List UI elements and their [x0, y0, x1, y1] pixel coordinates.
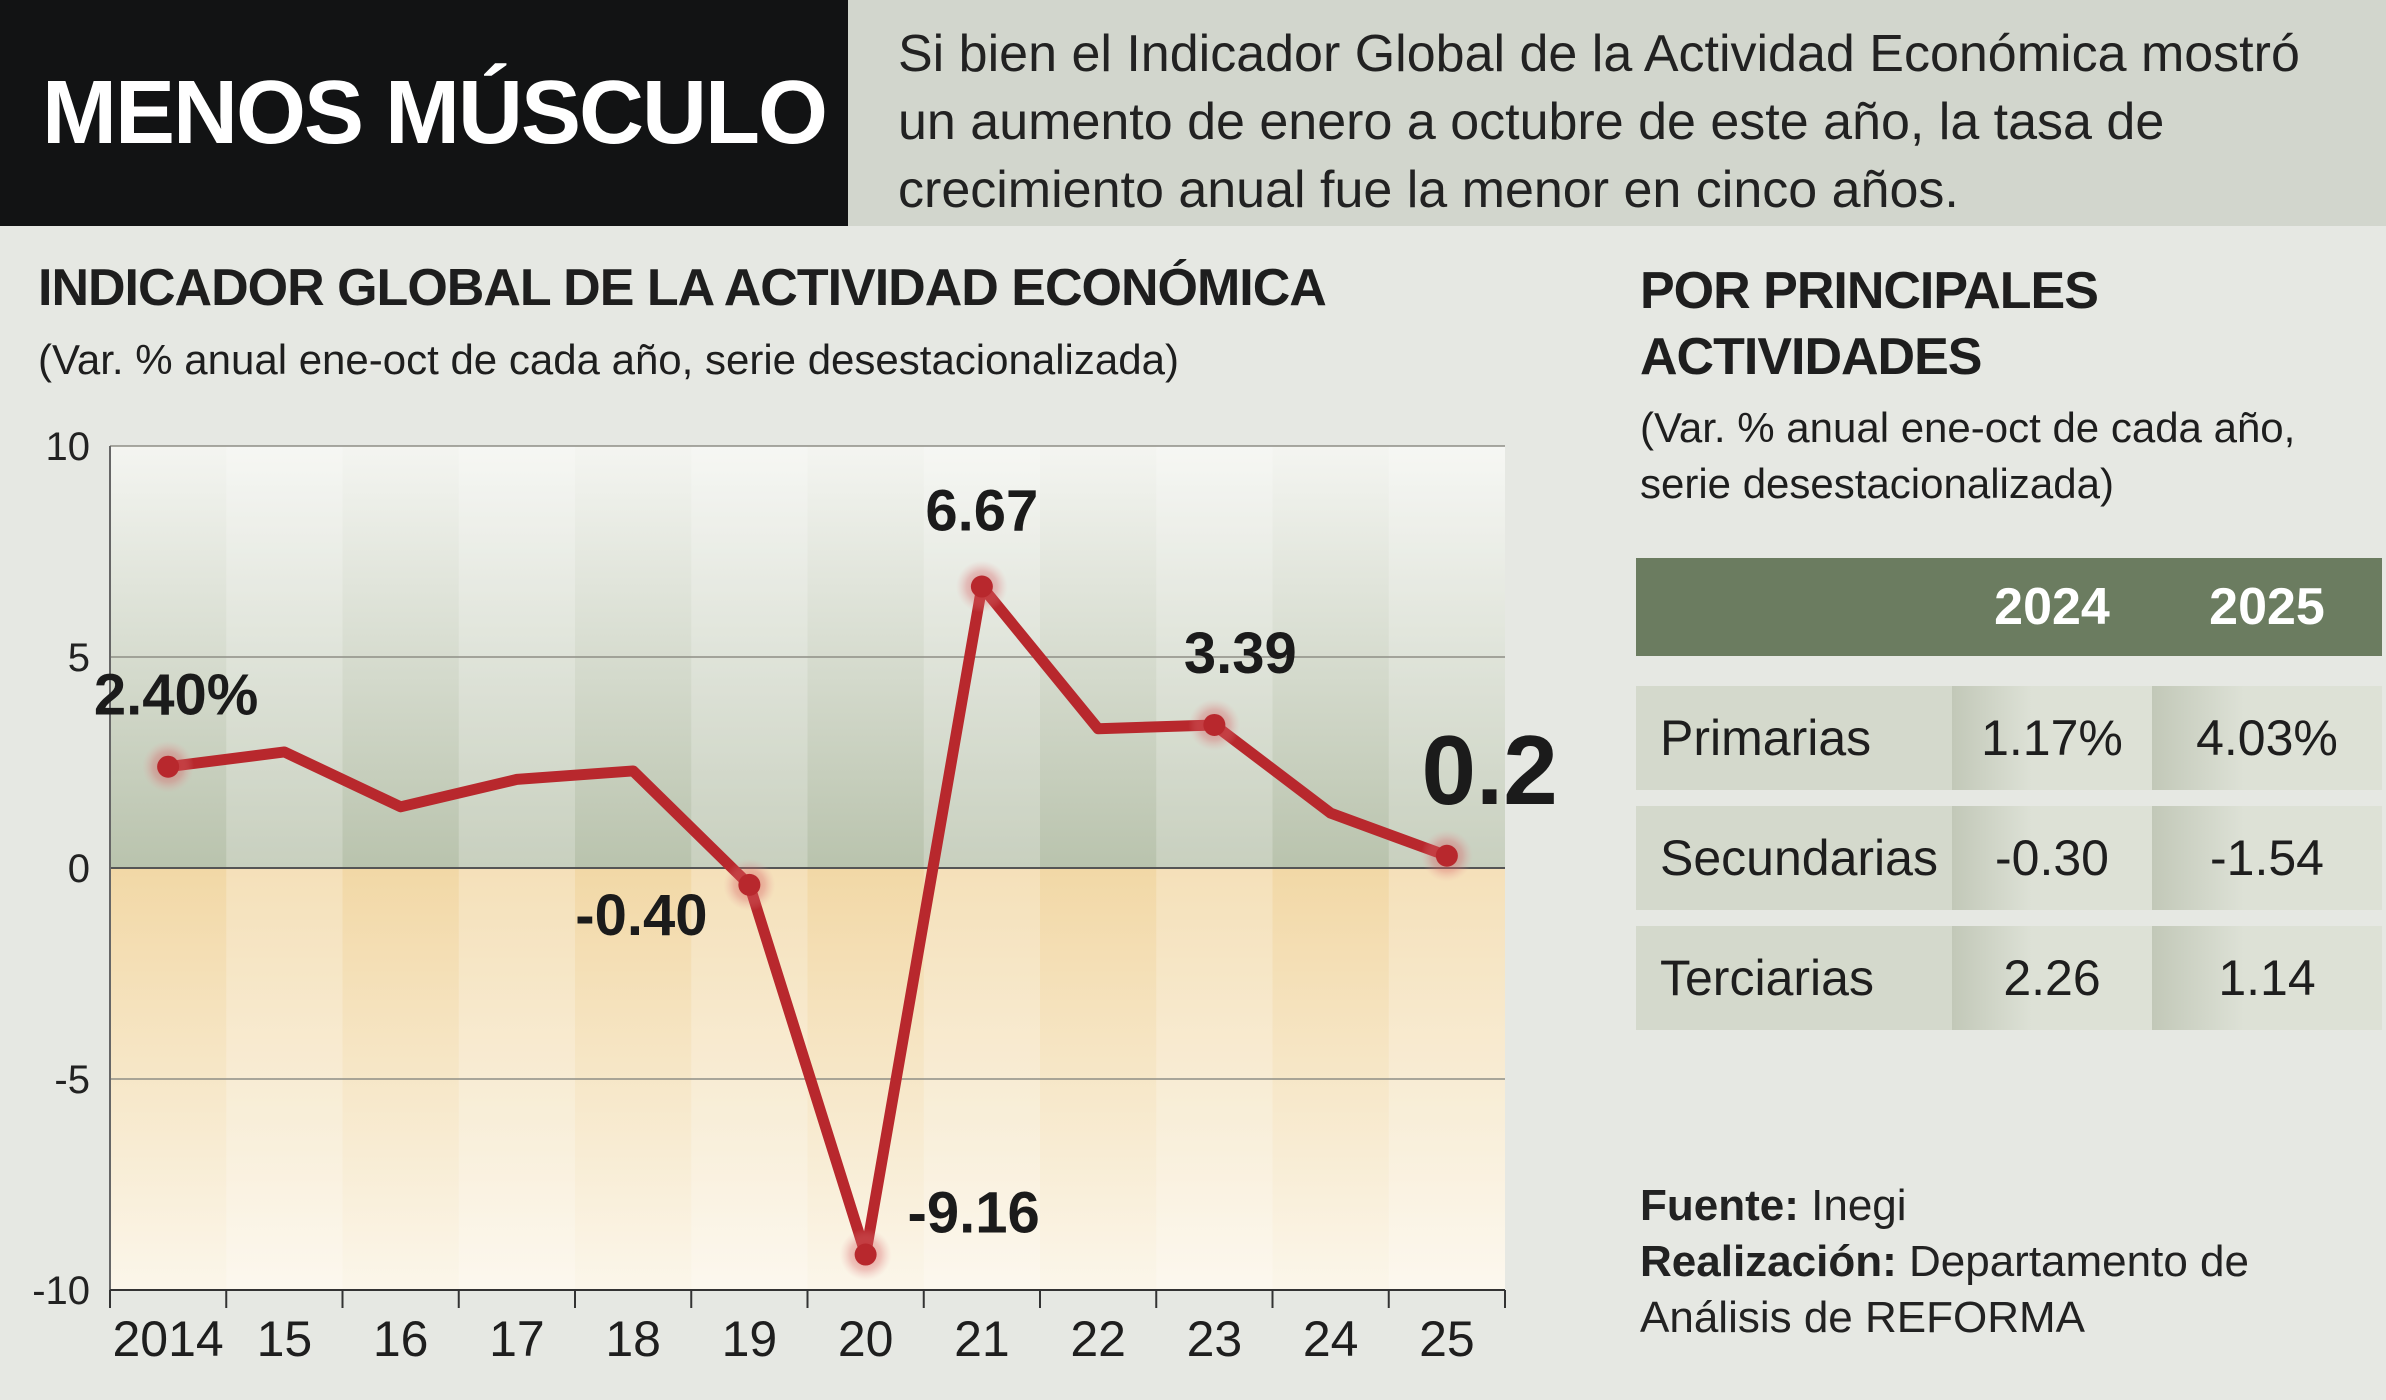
data-point [970, 575, 993, 598]
made-by-line: Realización: Departamento de Análisis de… [1640, 1234, 2360, 1346]
data-point [157, 755, 180, 778]
row-label: Secundarias [1636, 806, 1952, 910]
data-label: -9.16 [908, 1181, 1040, 1246]
data-point [738, 873, 761, 896]
series-points [142, 560, 1473, 1281]
x-tick-label: 18 [605, 1311, 661, 1360]
y-axis: 10 5 0 -5 -10 [32, 425, 111, 1313]
cell-2025: -1.54 [2152, 806, 2382, 910]
column-header-2025: 2025 [2209, 578, 2325, 636]
cell-2025: 1.14 [2152, 926, 2382, 1030]
x-tick-label: 2014 [113, 1311, 224, 1360]
data-point [854, 1243, 877, 1266]
cell-2025: 4.03% [2152, 686, 2382, 790]
made-by-text: Departamento de Análisis de REFORMA [1640, 1237, 2249, 1342]
x-tick-label: 20 [838, 1311, 894, 1360]
source-label: Fuente: [1640, 1181, 1799, 1230]
y-tick-label: -5 [54, 1058, 90, 1102]
cell-2024: -0.30 [1952, 806, 2152, 910]
data-label: 3.39 [1184, 621, 1297, 686]
chart-subtitle: (Var. % anual ene-oct de cada año, serie… [38, 336, 1179, 383]
sidebar-title: POR PRINCIPALES ACTIVIDADES [1640, 262, 2099, 386]
data-label: 0.29 [1422, 715, 1561, 825]
data-point [1435, 844, 1458, 867]
x-axis: 2014 15 16 17 18 19 20 21 22 23 24 25 [109, 1289, 1506, 1360]
cell-2024: 2.26 [1952, 926, 2152, 1030]
chart-title: INDICADOR GLOBAL DE LA ACTIVIDAD ECONÓMI… [38, 259, 1327, 317]
table-row: Primarias 1.17% 4.03% [1636, 686, 2382, 790]
cell-2024: 1.17% [1952, 686, 2152, 790]
y-tick-label: 0 [68, 847, 90, 891]
y-tick-label: -10 [32, 1269, 90, 1313]
x-tick-label: 25 [1419, 1311, 1475, 1360]
row-label: Primarias [1636, 686, 1952, 790]
row-label: Terciarias [1636, 926, 1952, 1030]
credits: Fuente: Inegi Realización: Departamento … [1640, 1178, 2360, 1346]
x-tick-label: 21 [954, 1311, 1010, 1360]
data-label: 2.40% [94, 663, 258, 728]
x-tick-label: 16 [373, 1311, 429, 1360]
data-point [1203, 713, 1226, 736]
x-tick-label: 22 [1070, 1311, 1126, 1360]
x-tick-label: 15 [257, 1311, 313, 1360]
source-line: Fuente: Inegi [1640, 1178, 2360, 1234]
sidebar-subtitle: (Var. % anual ene-oct de cada año, serie… [1640, 404, 2296, 507]
header-description: Si bien el Indicador Global de la Activi… [848, 0, 2386, 226]
header-title-text: MENOS MÚSCULO [42, 62, 828, 163]
data-labels: 2.40% -0.40 -9.16 6.67 3.39 0.29 [94, 479, 1560, 1246]
table-row: Secundarias -0.30 -1.54 [1636, 806, 2382, 910]
table-row: Terciarias 2.26 1.14 [1636, 926, 2382, 1030]
data-label: -0.40 [575, 883, 707, 948]
x-tick-label: 19 [722, 1311, 778, 1360]
source-text: Inegi [1811, 1181, 1907, 1230]
x-tick-label: 23 [1187, 1311, 1243, 1360]
data-label: 6.67 [925, 479, 1038, 544]
column-header-2024: 2024 [1994, 578, 2110, 636]
y-tick-label: 10 [46, 425, 91, 469]
made-by-label: Realización: [1640, 1237, 1897, 1286]
x-tick-label: 24 [1303, 1311, 1359, 1360]
line-chart: 10 5 0 -5 -10 2014 15 16 17 18 19 20 21 22 23 24 25 2.4… [32, 425, 1560, 1360]
y-tick-label: 5 [68, 636, 90, 680]
header-title: MENOS MÚSCULO [0, 0, 848, 226]
table-header: 2024 2025 [1636, 558, 2382, 656]
x-tick-label: 17 [489, 1311, 545, 1360]
